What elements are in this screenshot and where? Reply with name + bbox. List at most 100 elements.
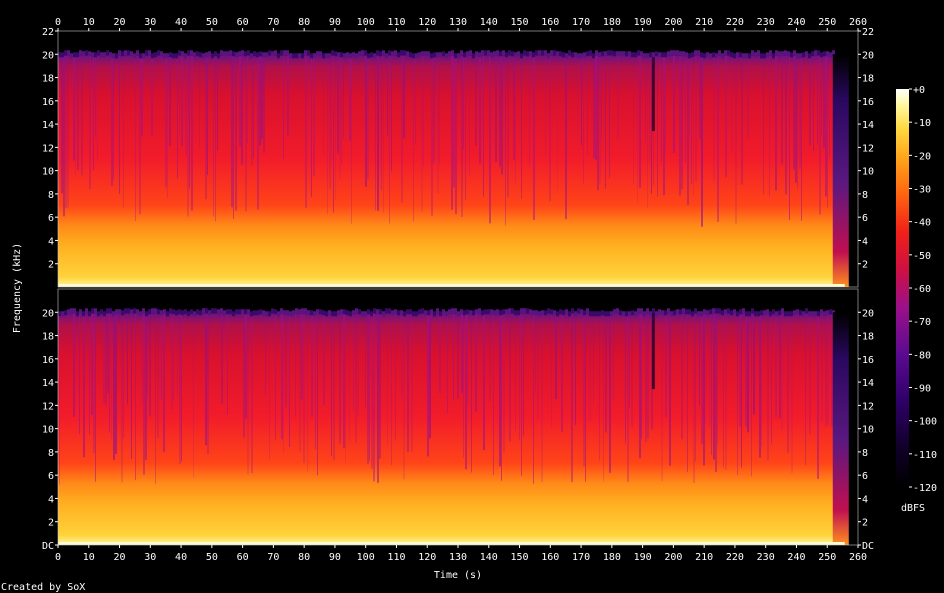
spectrum-streak xyxy=(131,312,132,460)
cutoff-edge xyxy=(307,310,310,316)
colorbar-gradient xyxy=(896,89,909,487)
cutoff-edge xyxy=(112,53,115,59)
spectrum-streak xyxy=(451,54,453,210)
spectrum-streak xyxy=(699,312,700,406)
cutoff-edge xyxy=(670,311,673,317)
spectrum-streak xyxy=(715,312,717,472)
cutoff-edge xyxy=(196,309,199,315)
cutoff-edge xyxy=(637,308,640,314)
spectrum-streak xyxy=(453,54,455,188)
spectrum-streak xyxy=(181,312,182,462)
cutoff-edge xyxy=(628,311,631,317)
spectrum-streak xyxy=(557,54,558,194)
cutoff-edge xyxy=(799,310,802,316)
spectrum-streak xyxy=(213,54,214,217)
colorbar-tick-label: -60 xyxy=(913,284,931,295)
cutoff-edge xyxy=(718,308,721,314)
x-tick-label: 10 xyxy=(83,552,95,563)
spectrum-streak xyxy=(257,54,259,210)
spectrum-streak xyxy=(751,312,752,477)
spectrum-streak xyxy=(391,312,392,466)
spectrum-streak xyxy=(469,54,470,176)
cutoff-edge xyxy=(790,52,793,58)
spectrum-streak xyxy=(717,312,718,446)
cutoff-edge xyxy=(475,51,478,57)
cutoff-edge xyxy=(325,311,328,317)
cutoff-edge xyxy=(826,51,829,57)
spectrum-streak xyxy=(575,312,576,426)
cutoff-edge xyxy=(193,311,196,317)
cutoff-edge xyxy=(745,53,748,59)
cutoff-edge xyxy=(199,52,202,58)
spectrum-streak xyxy=(155,312,156,484)
spectrum-streak xyxy=(179,54,180,136)
cutoff-edge xyxy=(163,309,166,315)
cutoff-edge xyxy=(763,53,766,59)
spectrum-streak xyxy=(221,312,223,404)
spectrum-streak xyxy=(205,54,207,200)
spectrum-streak xyxy=(187,54,189,217)
cutoff-edge xyxy=(115,53,118,59)
spectrum-streak xyxy=(245,54,247,212)
cutoff-edge xyxy=(598,311,601,317)
spectrum-streak xyxy=(251,312,253,474)
cutoff-edge xyxy=(148,50,151,56)
cutoff-edge xyxy=(775,50,778,56)
cutoff-edge xyxy=(70,308,73,314)
spectrum-streak xyxy=(403,54,405,138)
spectrum-streak xyxy=(161,312,162,400)
spectrum-streak xyxy=(269,312,270,460)
cutoff-edge xyxy=(646,53,649,59)
cutoff-edge xyxy=(829,309,832,315)
spectrum-streak xyxy=(529,54,530,167)
spectrum-streak xyxy=(499,312,501,467)
cutoff-edge xyxy=(604,311,607,317)
cutoff-edge xyxy=(430,53,433,59)
spectrum-streak xyxy=(669,312,671,466)
cutoff-edge xyxy=(595,50,598,56)
cutoff-edge xyxy=(823,51,826,57)
cutoff-edge xyxy=(310,53,313,59)
cutoff-edge xyxy=(829,52,832,58)
spectrum-streak xyxy=(489,312,491,402)
spectrum-streak xyxy=(769,54,770,197)
cutoff-edge xyxy=(697,50,700,56)
cutoff-edge xyxy=(391,310,394,316)
spectrum-streak xyxy=(649,54,650,163)
x-tick-label: 220 xyxy=(726,552,744,563)
spectrum-streak xyxy=(617,54,619,140)
cutoff-edge xyxy=(403,50,406,56)
spectrum-streak xyxy=(247,312,249,474)
cutoff-edge xyxy=(709,309,712,315)
cutoff-edge xyxy=(535,310,538,316)
spectrum-streak xyxy=(143,312,145,475)
spectrum-streak xyxy=(311,312,313,418)
spectrum-streak xyxy=(247,54,248,143)
spectrum-streak xyxy=(333,54,334,213)
spectrum-streak xyxy=(317,312,318,476)
spectrum-streak xyxy=(377,312,379,483)
spectrum-streak xyxy=(259,54,261,146)
spectrum-streak xyxy=(817,54,818,145)
spectrum-streak xyxy=(111,312,112,440)
x-tick-label: 80 xyxy=(298,17,310,28)
cutoff-edge xyxy=(682,51,685,57)
cutoff-edge xyxy=(592,53,595,59)
spectrum-streak xyxy=(189,54,190,189)
spectrum-streak xyxy=(691,54,692,184)
spectrum-streak xyxy=(627,312,629,482)
cutoff-edge xyxy=(415,311,418,317)
y-tick-label: 20 xyxy=(862,308,874,319)
y-tick-label: 6 xyxy=(862,471,868,482)
y-tick-label: 22 xyxy=(862,27,874,38)
spectrum-streak xyxy=(637,54,638,203)
spectrum-streak xyxy=(111,54,113,186)
spectrum-streak xyxy=(581,54,582,146)
cutoff-edge xyxy=(340,52,343,58)
cutoff-edge xyxy=(220,50,223,56)
cutoff-edge xyxy=(601,310,604,316)
y-tick-label: 8 xyxy=(862,190,868,201)
cutoff-edge xyxy=(172,53,175,59)
cutoff-edge xyxy=(370,311,373,317)
